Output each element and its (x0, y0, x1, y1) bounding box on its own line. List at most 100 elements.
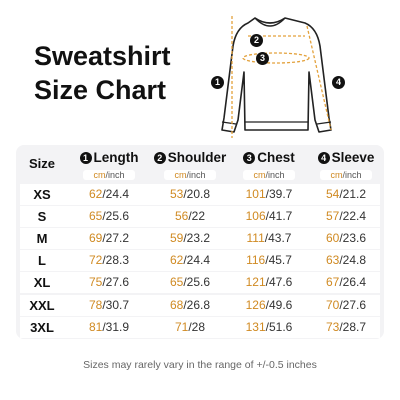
cm-value: 69 (88, 231, 103, 246)
inch-value: 28.3 (105, 253, 130, 268)
unit-label: cm/inch (164, 170, 216, 180)
value-cell: 131/51.6 (230, 317, 308, 338)
row-background (20, 316, 380, 338)
unit-cm: cm (330, 170, 343, 180)
value-cell: 68/26.8 (150, 295, 230, 316)
column-number: 4 (317, 152, 330, 164)
size-cell: S (37, 209, 47, 225)
separator: / (265, 209, 269, 224)
cm-value: 78 (88, 297, 103, 312)
inch-value: 22.4 (342, 209, 367, 224)
row-background (20, 184, 380, 205)
value-cell: 53/20.8 (150, 184, 230, 205)
inch-value: 26.8 (186, 297, 211, 312)
inch-value: 45.7 (268, 253, 292, 268)
row-background (20, 250, 380, 272)
cm-value: 63 (325, 253, 340, 268)
cm-value: 53 (169, 187, 184, 201)
value-cell: 54/21.2 (308, 184, 384, 205)
row-background (20, 228, 380, 250)
separator: / (102, 319, 106, 334)
value-cell: 81/31.9 (68, 317, 150, 338)
value-cell: 65/25.6 (150, 272, 230, 293)
value-cell: 59/23.2 (150, 228, 230, 249)
cm-value: 71 (174, 319, 189, 334)
unit-label: cm/inch (243, 170, 295, 180)
value-cell: 67/26.4 (308, 272, 384, 293)
inch-value: 47.6 (269, 275, 293, 290)
separator: / (265, 275, 269, 290)
inch-value: 20.8 (186, 187, 211, 201)
inch-value: 23.2 (186, 231, 211, 246)
separator: / (183, 231, 187, 246)
separator: / (339, 275, 343, 290)
value-cell: 106/41.7 (230, 206, 308, 227)
cm-value: 72 (88, 253, 103, 268)
separator: / (265, 253, 269, 268)
header-cell: 1 Length cm/inch (68, 145, 150, 183)
unit-cm: cm (174, 170, 187, 180)
value-cell: 65/25.6 (68, 206, 150, 227)
cm-value: 131 (245, 319, 266, 334)
separator: / (265, 297, 269, 312)
value-cell: 73/28.7 (308, 317, 384, 338)
separator: / (183, 275, 187, 290)
header-cell: 3 Chest cm/inch (230, 145, 308, 183)
inch-value: 30.7 (105, 297, 130, 312)
column-name: 2 Shoulder (150, 150, 230, 165)
value-cell: 75/27.6 (68, 272, 150, 293)
inch-value: 27.2 (105, 231, 130, 246)
value-cell: 62/24.4 (68, 184, 150, 205)
column-number: 1 (79, 152, 92, 164)
row-background (20, 294, 380, 316)
column-label: Shoulder (167, 150, 227, 165)
size-cell: XXL (29, 297, 55, 313)
cm-value: 101 (245, 187, 266, 201)
inch-value: 24.8 (342, 253, 367, 268)
unit-sep: / (265, 170, 268, 180)
column-label: Length (93, 150, 139, 165)
value-cell: 126/49.6 (230, 295, 308, 316)
size-cell: XS (33, 187, 51, 202)
separator: / (183, 253, 187, 268)
diagram-marker: 1 (211, 76, 224, 89)
cm-value: 75 (88, 275, 103, 290)
value-cell: 63/24.8 (308, 250, 384, 271)
inch-value: 27.6 (342, 297, 367, 312)
separator: / (339, 231, 343, 246)
separator: / (102, 187, 106, 201)
value-cell: 60/23.6 (308, 228, 384, 249)
value-cell: 57/22.4 (308, 206, 384, 227)
separator: / (188, 209, 192, 224)
value-cell: 101/39.7 (230, 184, 308, 205)
value-cell: 56/22 (150, 206, 230, 227)
separator: / (265, 187, 269, 201)
inch-value: 25.6 (105, 209, 130, 224)
cm-value: 81 (88, 319, 103, 334)
cm-value: 106 (245, 209, 266, 224)
cm-value: 116 (246, 253, 266, 268)
separator: / (339, 187, 343, 201)
cm-value: 56 (174, 209, 189, 224)
value-cell: 78/30.7 (68, 295, 150, 316)
footer-note: Sizes may rarely vary in the range of +/… (83, 359, 317, 371)
size-cell: L (38, 253, 46, 269)
column-name: 4 Sleeve (308, 150, 384, 165)
cm-value: 59 (169, 231, 184, 246)
unit-sep: / (342, 170, 345, 180)
separator: / (102, 231, 106, 246)
value-cell: 69/27.2 (68, 228, 150, 249)
row-background (20, 206, 380, 228)
cm-value: 60 (325, 231, 340, 246)
value-cell: 71/28 (150, 317, 230, 338)
inch-value: 24.4 (186, 253, 211, 268)
cm-value: 67 (325, 275, 340, 290)
separator: / (339, 297, 343, 312)
separator: / (188, 319, 192, 334)
cm-value: 65 (169, 275, 184, 290)
unit-sep: / (186, 170, 189, 180)
unit-cm: cm (93, 170, 106, 180)
diagram-marker: 2 (250, 34, 263, 47)
separator: / (183, 187, 187, 201)
